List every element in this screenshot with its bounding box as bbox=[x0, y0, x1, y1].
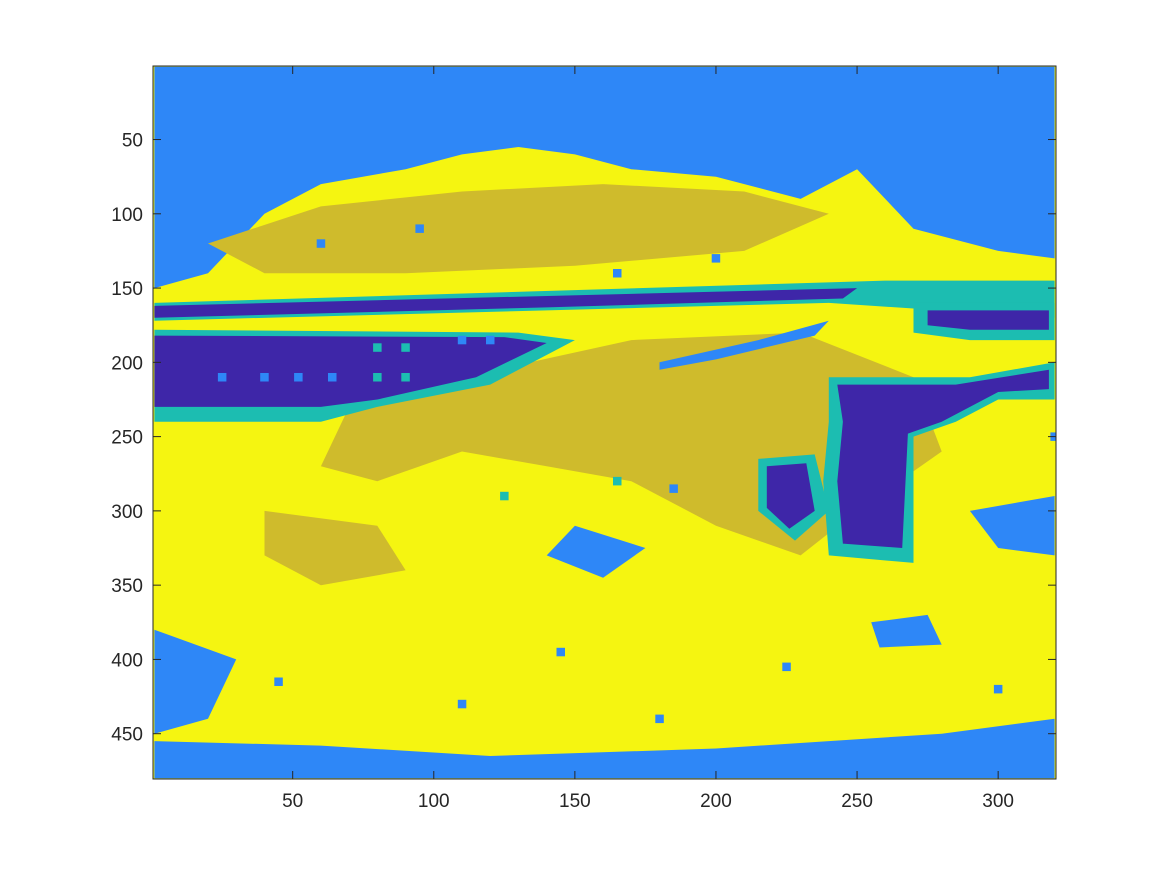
heatmap-region-7 bbox=[154, 335, 547, 407]
heatmap-region-18 bbox=[546, 525, 646, 578]
y-tick-label: 450 bbox=[111, 725, 143, 746]
heatmap-region-1 bbox=[208, 184, 829, 274]
heatmap-dot-21 bbox=[613, 476, 622, 486]
y-tick-label: 150 bbox=[111, 279, 143, 300]
heatmap-dot-6 bbox=[373, 373, 382, 382]
x-tick-label: 250 bbox=[841, 791, 873, 812]
heatmap-dot-22 bbox=[669, 484, 678, 493]
y-tick-label: 350 bbox=[111, 576, 143, 597]
image-layer bbox=[154, 66, 1056, 779]
heatmap-dot-4 bbox=[373, 343, 382, 352]
heatmap-dot-10 bbox=[613, 269, 622, 278]
heatmap-dot-16 bbox=[993, 684, 1003, 694]
x-tick-label: 150 bbox=[559, 791, 591, 812]
heatmap-dot-0 bbox=[217, 373, 227, 382]
heatmap-region-5 bbox=[154, 288, 858, 318]
heatmap-dot-5 bbox=[401, 343, 410, 352]
heatmap-region-14 bbox=[766, 463, 815, 529]
heatmap-dot-8 bbox=[457, 335, 467, 345]
heatmap-region-15 bbox=[154, 629, 237, 734]
heatmap-dot-11 bbox=[711, 254, 721, 263]
heatmap-region-19 bbox=[871, 614, 942, 648]
heatmap-region-12 bbox=[927, 310, 1049, 330]
y-axis: 50 100 150 200 250 300 350 400 450 bbox=[111, 131, 1056, 746]
heatmap-dot-13 bbox=[415, 224, 424, 233]
heatmap-dot-15 bbox=[655, 714, 664, 724]
x-axis: 50 100 150 200 250 300 bbox=[282, 66, 1014, 812]
x-tick-label: 50 bbox=[282, 791, 303, 812]
y-tick-label: 200 bbox=[111, 353, 143, 374]
heatmap-dot-3 bbox=[328, 373, 337, 382]
heatmap-dot-12 bbox=[316, 239, 326, 248]
heatmap-dot-19 bbox=[457, 699, 467, 709]
heatmap-dot-18 bbox=[782, 662, 791, 672]
heatmap-region-10 bbox=[837, 369, 1049, 548]
heatmap-dot-7 bbox=[401, 373, 410, 382]
heatmap-dot-17 bbox=[274, 677, 283, 686]
y-tick-label: 400 bbox=[111, 650, 143, 671]
heatmap-dot-9 bbox=[486, 335, 495, 345]
heatmap-dot-2 bbox=[294, 373, 303, 382]
plot-frame bbox=[152, 65, 1057, 780]
heatmap-region-16 bbox=[154, 718, 1055, 779]
y-tick-label: 50 bbox=[122, 131, 143, 152]
heatmap-dot-20 bbox=[500, 491, 509, 501]
heatmap-dot-14 bbox=[556, 647, 565, 657]
y-tick-label: 100 bbox=[111, 205, 143, 226]
y-tick-label: 250 bbox=[111, 428, 143, 449]
heatmap-region-8 bbox=[659, 320, 829, 370]
x-tick-label: 100 bbox=[418, 791, 450, 812]
heatmap-region-3 bbox=[264, 510, 406, 586]
y-tick-label: 300 bbox=[111, 502, 143, 523]
x-tick-label: 200 bbox=[700, 791, 732, 812]
heatmap-region-0 bbox=[154, 66, 1055, 289]
heatmap-dot-1 bbox=[260, 373, 269, 382]
heatmap-region-17 bbox=[969, 496, 1055, 556]
x-tick-label: 300 bbox=[982, 791, 1014, 812]
